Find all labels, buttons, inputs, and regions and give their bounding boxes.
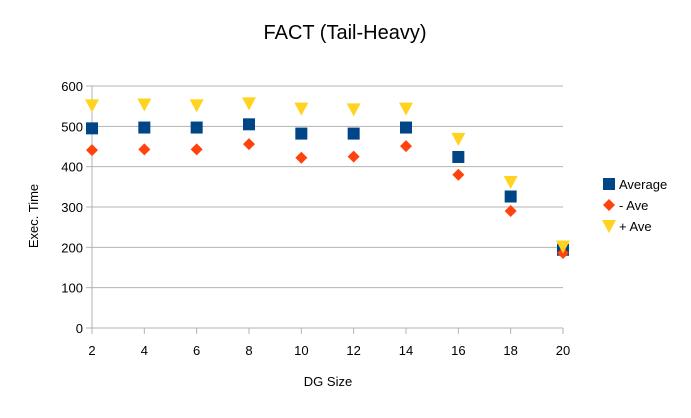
- point-0-0: [86, 122, 98, 135]
- legend-label-0: Average: [619, 177, 667, 192]
- point-0-8: [504, 190, 517, 203]
- x-tick-label-0: 2: [88, 343, 95, 358]
- point-2-9: [556, 240, 570, 254]
- point-2-2: [189, 99, 204, 113]
- legend-item-0: Average: [603, 177, 667, 192]
- point-0-3: [243, 118, 255, 131]
- x-tick-label-5: 12: [346, 343, 360, 358]
- legend-marker-1: [603, 199, 615, 211]
- y-tick-label-6: 600: [61, 79, 83, 94]
- point-0-7: [452, 150, 465, 163]
- x-tick-label-2: 6: [193, 343, 200, 358]
- x-tick-label-4: 10: [294, 343, 308, 358]
- series-0: [86, 118, 569, 256]
- point-1-2: [190, 143, 203, 156]
- x-axis-label: DG Size: [304, 374, 352, 389]
- y-tick-label-3: 300: [61, 200, 83, 215]
- point-1-3: [243, 138, 255, 151]
- chart-title: FACT (Tail-Heavy): [264, 22, 427, 44]
- legend-item-2: + Ave: [602, 219, 652, 234]
- point-0-1: [138, 121, 151, 134]
- point-1-5: [347, 150, 360, 163]
- legend-marker-2: [602, 220, 616, 233]
- legend-label-2: + Ave: [619, 219, 652, 234]
- legend-item-1: - Ave: [603, 198, 648, 213]
- point-1-4: [295, 151, 308, 164]
- point-2-4: [294, 102, 309, 116]
- x-tick-label-9: 20: [556, 343, 570, 358]
- point-0-6: [400, 121, 412, 134]
- point-2-1: [137, 98, 152, 112]
- point-1-7: [452, 168, 465, 181]
- y-tick-label-0: 0: [76, 321, 83, 336]
- point-2-3: [242, 97, 256, 111]
- point-2-8: [503, 175, 518, 189]
- point-1-8: [504, 205, 517, 218]
- x-tick-label-8: 18: [503, 343, 517, 358]
- x-tick-label-1: 4: [141, 343, 148, 358]
- x-tick-label-7: 16: [451, 343, 465, 358]
- legend: Average - Ave + Ave: [602, 177, 667, 234]
- legend-label-1: - Ave: [619, 198, 648, 213]
- y-tick-label-5: 500: [61, 119, 83, 134]
- point-0-2: [190, 121, 203, 134]
- y-tick-label-1: 100: [61, 281, 83, 296]
- y-tick-label-4: 400: [61, 160, 83, 175]
- series-1: [86, 138, 569, 259]
- point-1-0: [86, 144, 98, 157]
- point-2-7: [451, 132, 466, 146]
- point-1-1: [138, 143, 151, 156]
- point-1-6: [400, 140, 412, 153]
- x-tick-label-6: 14: [399, 343, 413, 358]
- legend-marker-0: [603, 178, 615, 190]
- y-tick-label-2: 200: [61, 240, 83, 255]
- y-axis-label: Exec. Time: [26, 184, 41, 248]
- point-2-5: [346, 103, 361, 117]
- point-0-5: [347, 127, 360, 140]
- point-2-6: [399, 102, 413, 116]
- tick-labels: 0 100 200 300 400 500 600 2 4 6 8 10 12 14 16 18 20: [61, 79, 570, 358]
- point-2-0: [85, 99, 99, 113]
- x-tick-label-3: 8: [245, 343, 252, 358]
- data-points: [85, 97, 570, 259]
- series-2: [85, 97, 570, 254]
- point-0-4: [295, 127, 308, 140]
